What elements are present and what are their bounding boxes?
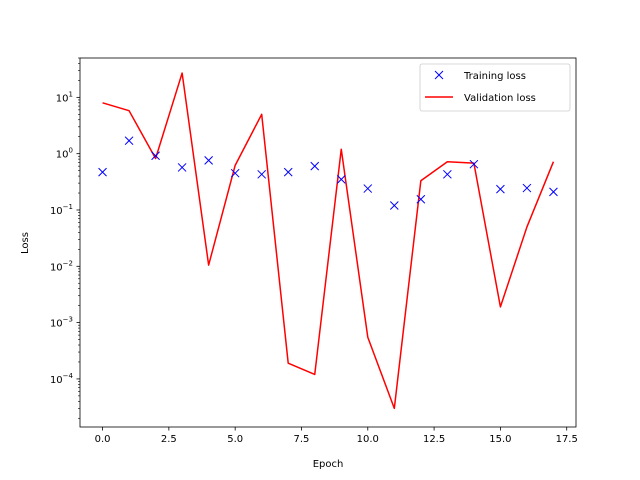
training-loss-point	[310, 161, 320, 171]
axes-frame	[79, 57, 577, 428]
x-tick-label: 17.5	[556, 434, 578, 445]
training-loss-point	[204, 156, 213, 165]
training-loss-point	[283, 167, 293, 177]
training-loss-point	[98, 167, 107, 177]
training-loss-point	[549, 187, 558, 197]
y-axis: 10−4 10−3 10−2 10−1 100 101	[50, 57, 80, 419]
y-axis-label: Loss	[20, 232, 31, 254]
x-tick-label: 5.0	[227, 434, 243, 445]
x-tick-label: 0.0	[95, 434, 111, 445]
legend: Training loss Validation loss	[419, 63, 571, 112]
plot-area	[98, 72, 558, 410]
y-tick-label: 10−3	[50, 316, 73, 330]
legend-label-validation: Validation loss	[464, 93, 536, 104]
training-loss-point	[230, 168, 240, 178]
y-tick-label: 10−2	[50, 259, 73, 273]
y-tick-label: 10−4	[50, 372, 74, 386]
training-loss-point	[363, 184, 373, 193]
training-loss-point	[496, 184, 505, 194]
training-loss-point	[416, 194, 426, 204]
y-tick-label: 101	[56, 90, 73, 104]
y-tick-label: 100	[56, 147, 73, 161]
x-tick-label: 15.0	[489, 434, 511, 445]
training-loss-point	[124, 136, 134, 146]
legend-marker-training	[434, 70, 444, 80]
training-loss-point	[177, 163, 187, 172]
x-tick-label: 10.0	[357, 434, 379, 445]
training-loss-point	[257, 169, 267, 179]
training-loss-point	[443, 169, 452, 179]
y-tick-label: 10−1	[50, 203, 73, 217]
x-tick-label: 2.5	[161, 434, 177, 445]
legend-label-training: Training loss	[463, 71, 526, 82]
validation-loss-line	[102, 72, 555, 410]
x-axis: 0.0 2.5 5.0 7.5 10.0 12.5 15.0 17.5	[95, 427, 578, 445]
training-loss-point	[336, 174, 346, 184]
training-loss-point	[469, 159, 479, 169]
legend-box	[419, 63, 571, 112]
x-tick-label: 7.5	[294, 434, 310, 445]
x-tick-label: 12.5	[423, 434, 445, 445]
training-loss-point	[389, 201, 399, 210]
training-loss-point	[522, 183, 532, 193]
training-loss-point	[151, 151, 160, 161]
x-axis-label: Epoch	[313, 459, 344, 470]
